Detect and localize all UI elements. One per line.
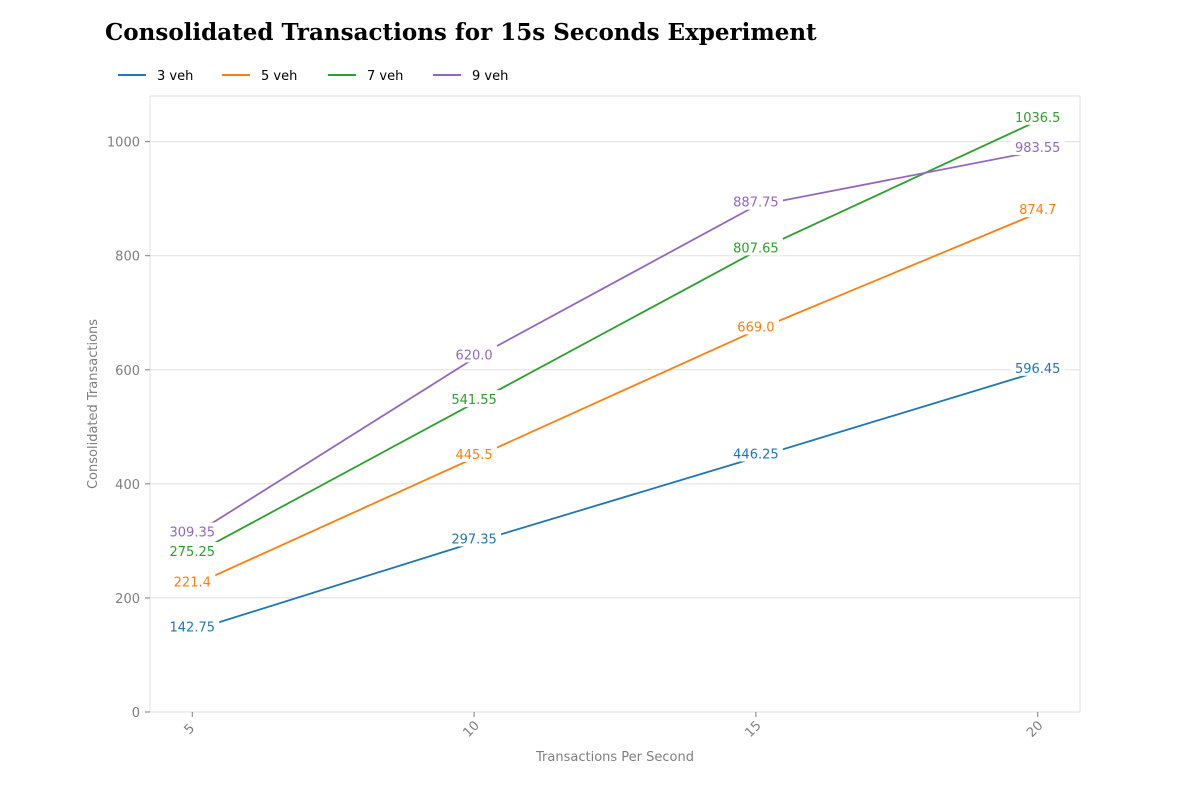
y-tick-label: 400 (115, 478, 140, 493)
data-label-bg (165, 617, 220, 635)
data-label-bg (451, 444, 498, 462)
data-label: 297.35 (451, 532, 497, 547)
data-label: 887.75 (733, 196, 779, 211)
data-label: 309.35 (170, 526, 216, 541)
data-label: 275.25 (170, 545, 216, 560)
data-label-bg (447, 529, 502, 547)
grid (150, 141, 1080, 599)
data-label: 1036.5 (1015, 111, 1061, 126)
data-label-bg (1010, 138, 1065, 156)
legend-label: 9 veh (472, 69, 508, 84)
data-label: 142.75 (170, 621, 216, 636)
data-label-bg (447, 390, 502, 408)
data-label-bg (728, 192, 783, 210)
data-label-bg (169, 572, 216, 590)
data-label: 596.45 (1015, 362, 1061, 377)
x-axis: 5 10 15 20 (182, 712, 1046, 741)
data-label: 541.55 (451, 393, 497, 408)
data-label-layer: 142.75 297.35 446.25 596.45 221.4 445.5 669.0 8… (165, 107, 1065, 636)
x-tick-label: 15 (742, 718, 764, 740)
data-label-bg (165, 522, 220, 540)
series-layer (191, 119, 1039, 632)
legend-label: 5 veh (261, 69, 297, 84)
data-label: 669.0 (737, 320, 774, 335)
data-label-bg (165, 542, 220, 560)
legend-item: 9 veh (433, 69, 508, 84)
y-tick-label: 800 (115, 250, 140, 265)
y-axis: 0 200 400 600 800 1000 (107, 136, 150, 721)
x-tick-label: 20 (1024, 718, 1046, 740)
legend-item: 3 veh (118, 69, 193, 84)
legend-label: 7 veh (367, 69, 403, 84)
x-tick-label: 5 (182, 721, 198, 737)
legend-item: 7 veh (328, 69, 403, 84)
y-tick-label: 200 (115, 592, 140, 607)
plot-frame (149, 95, 1081, 713)
y-tick-label: 0 (132, 706, 140, 721)
y-tick-label: 600 (115, 364, 140, 379)
legend-item: 5 veh (222, 69, 297, 84)
series-line-5-veh (191, 212, 1039, 587)
x-tick-label: 10 (460, 718, 482, 740)
series-line-3-veh (192, 370, 1038, 632)
data-label: 445.5 (455, 448, 492, 463)
data-label: 446.25 (733, 447, 779, 462)
data-label: 983.55 (1015, 141, 1061, 156)
chart-title: Consolidated Transactions for 15s Second… (105, 19, 817, 46)
legend: 3 veh 5 veh 7 veh 9 veh (118, 69, 508, 84)
data-label-bg (451, 345, 498, 363)
data-label-bg (1010, 107, 1065, 125)
data-label: 807.65 (733, 241, 779, 256)
data-label-bg (728, 444, 783, 462)
series-line-7-veh (191, 119, 1039, 556)
data-label: 620.0 (455, 348, 492, 363)
legend-label: 3 veh (157, 69, 193, 84)
y-tick-label: 1000 (107, 136, 140, 151)
data-label-bg (728, 238, 783, 256)
data-label-bg (732, 317, 779, 335)
series-line-9-veh (191, 150, 1038, 537)
data-label-bg (1014, 200, 1061, 218)
x-axis-label: Transactions Per Second (535, 750, 694, 765)
data-label: 221.4 (174, 576, 211, 591)
data-label-bg (1010, 358, 1065, 376)
y-axis-label: Consolidated Transactions (86, 319, 101, 489)
data-label: 874.7 (1019, 203, 1056, 218)
